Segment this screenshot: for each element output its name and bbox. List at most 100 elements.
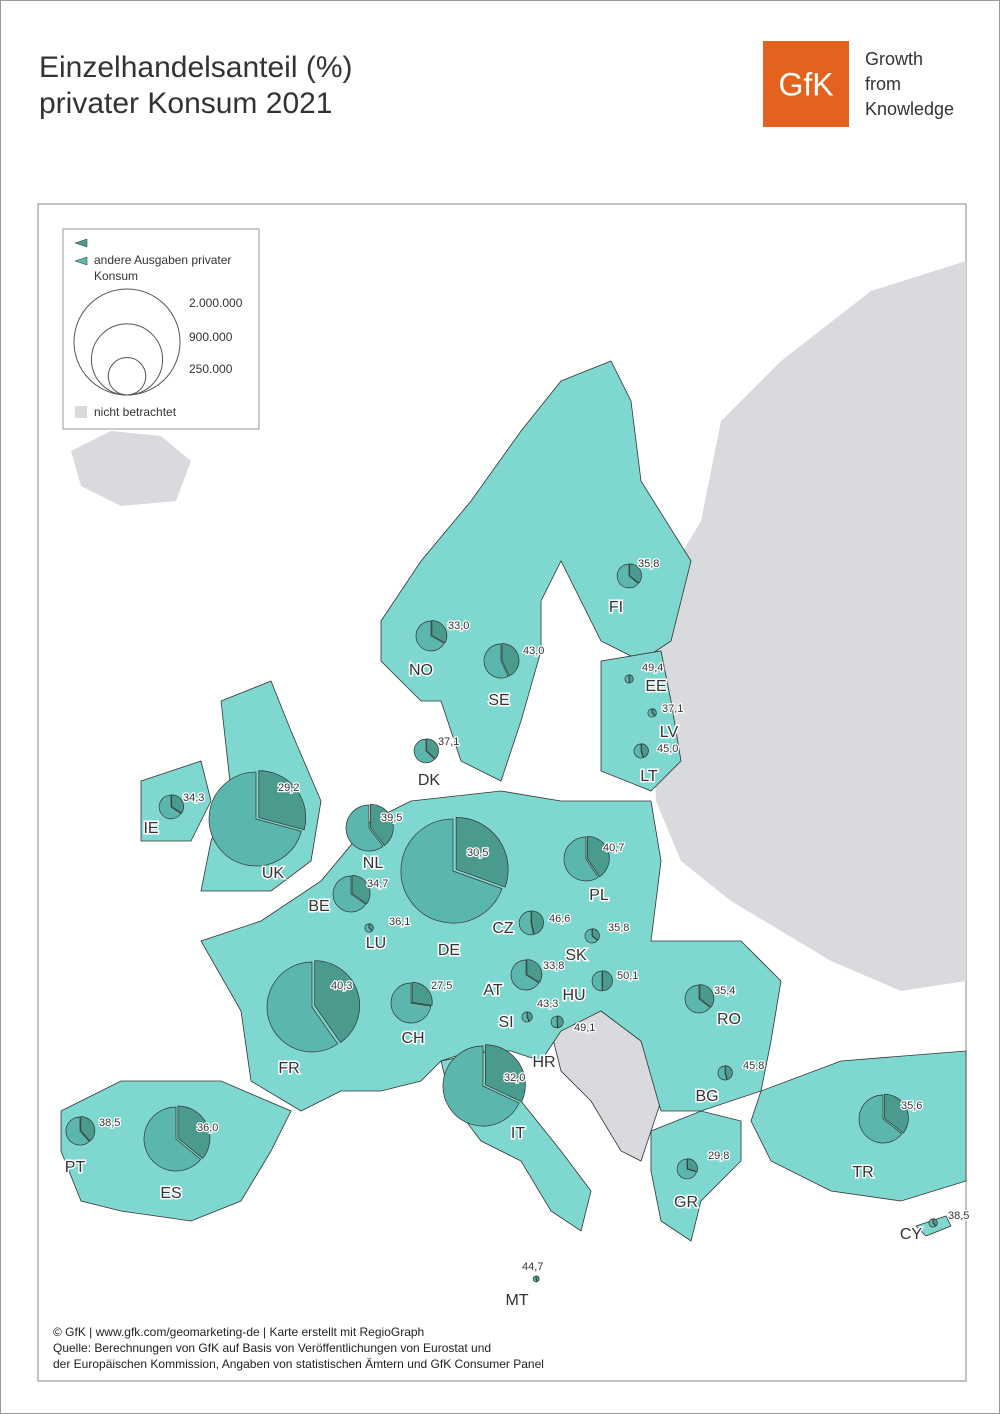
country-code: CH [401,1030,424,1047]
pie-rest [266,961,339,1053]
logo-mark: GfK [778,66,833,102]
pie-rest [390,982,432,1024]
legend-swatch [74,238,88,248]
pie-retail [535,1275,540,1283]
value-label: 36,0 [197,1122,218,1134]
country-code: LU [366,935,386,952]
title-line: Einzelhandelsanteil (%) [39,51,353,84]
country-code: DE [438,942,460,959]
value-label: 40,3 [331,980,352,992]
pie-retail [687,1158,698,1173]
iceland [71,431,191,506]
value-label: 45,0 [657,743,678,755]
pie-retail [602,970,613,991]
legend-size-circle [107,357,147,396]
pie-retail [314,960,361,1044]
pie-retail [592,928,600,941]
country-code: NO [409,662,433,679]
legend-missing-swatch [75,406,87,418]
country-code: HU [562,987,585,1004]
country-code: LT [640,768,658,785]
footer-line: © GfK | www.gfk.com/geomarketing-de | Ka… [53,1325,424,1339]
pie-rest [584,928,598,944]
country-code: IE [143,820,158,837]
value-label: 35,8 [608,922,629,934]
value-label: 34,7 [367,878,388,890]
country-code: PL [589,887,609,904]
country-code: MT [505,1292,528,1309]
country-code: EE [645,678,666,695]
value-label: 39,5 [381,812,402,824]
country-code: BG [695,1088,718,1105]
pie-rest [413,738,436,764]
pie-rest [510,959,540,991]
value-label: 37,1 [438,736,459,748]
pie-retail [586,835,610,878]
pie-retail [699,984,715,1008]
value-label: 45,8 [743,1060,764,1072]
logo-tagline: from [865,74,901,94]
pie-rest [717,1065,728,1081]
pie-rest [415,620,445,652]
pie-rest [518,910,534,936]
country-code: DK [418,772,441,789]
pie-retail [426,738,439,760]
baltics [600,650,682,792]
greece [650,1110,742,1242]
logo-box [763,41,849,127]
pie-rest [208,771,302,867]
pie-rest [550,1015,558,1029]
legend-label: andere Ausgaben privater Konsum [94,253,231,283]
legend-swatch [74,256,88,266]
pie-rest [332,875,367,913]
pie-rest [928,1218,937,1228]
country-code: AT [483,982,502,999]
logo-tagline: Knowledge [865,99,954,119]
value-label: 50,1 [617,970,638,982]
pie-retail [431,620,448,644]
value-label: 43,0 [523,645,544,657]
value-label: 33,0 [448,620,469,632]
pie-rest [676,1158,697,1180]
country-code: TR [852,1164,873,1181]
value-label: 29,8 [708,1150,729,1162]
pie-rest [143,1106,202,1172]
pie-rest [591,970,603,992]
pie-rest [633,743,644,759]
scandinavia [380,360,692,782]
legend-size-label: 250.000 [189,362,233,376]
value-label: 49,4 [642,662,663,674]
footer-line: Quelle: Berechnungen von GfK auf Basis v… [53,1341,491,1355]
value-label: 35,4 [714,985,735,997]
pie-rest [563,836,599,882]
turkey [750,1050,967,1202]
country-code: SI [498,1014,513,1031]
country-code: UK [262,865,285,882]
value-label: 34,3 [183,792,204,804]
pie-retail [177,1105,211,1159]
pie-rest [684,984,711,1014]
legend-size-label: 900.000 [189,330,233,344]
value-label: 37,1 [662,703,683,715]
country-code: CZ [492,920,514,937]
country-code: BE [308,898,329,915]
value-label: 33,8 [543,960,564,972]
pie-retail [628,674,634,684]
country-code: FR [278,1060,299,1077]
footer-line: der Europäischen Kommission, Angaben von… [53,1357,544,1371]
country-code: NL [363,855,384,872]
country-code: FI [609,599,623,616]
pie-retail [884,1093,909,1134]
pie-rest [521,1011,530,1023]
country-code: PT [65,1159,86,1176]
pie-retail [932,1218,938,1227]
pie-rest [442,1045,520,1127]
pie-rest [616,563,639,589]
title-line: privater Konsum 2021 [39,87,333,120]
pie-retail [368,923,374,932]
value-label: 36,1 [389,916,410,928]
pie-rest [65,1116,90,1146]
pie-retail [526,1011,533,1022]
legend-box [62,228,260,430]
